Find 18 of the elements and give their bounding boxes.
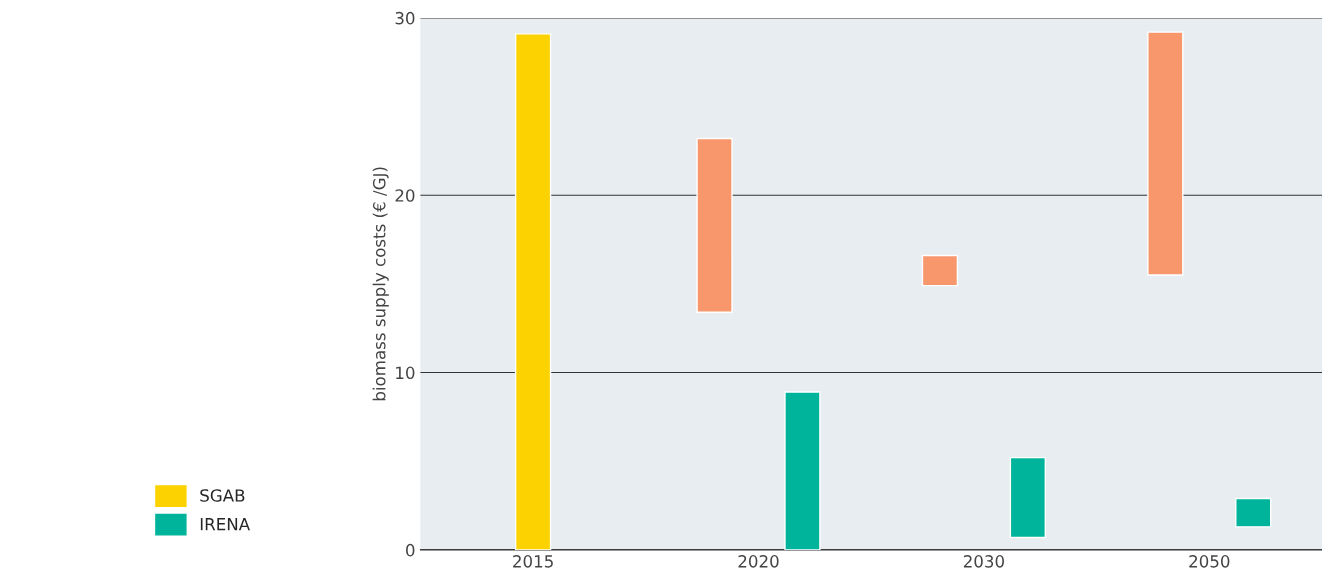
legend-label: SGAB <box>200 489 245 502</box>
y-tick-label: 0 <box>406 543 415 557</box>
bar <box>921 254 959 287</box>
bar <box>1009 456 1047 539</box>
x-tick-label: 2020 <box>738 555 779 568</box>
bar <box>784 391 821 550</box>
x-tick-label: 2015 <box>513 555 553 568</box>
y-tick-label: 30 <box>395 11 415 25</box>
y-axis-title: biomass supply costs (€ /GJ) <box>372 167 389 401</box>
x-tick-label: 2050 <box>1189 555 1230 568</box>
y-tick-label: 10 <box>396 366 415 380</box>
bar <box>1235 497 1272 528</box>
y-tick-label: 20 <box>395 189 415 202</box>
bar <box>696 137 733 313</box>
x-tick-label: 2030 <box>963 555 1004 568</box>
legend-label: IRENA <box>200 518 250 531</box>
bar <box>514 33 552 550</box>
bar <box>1147 31 1184 276</box>
